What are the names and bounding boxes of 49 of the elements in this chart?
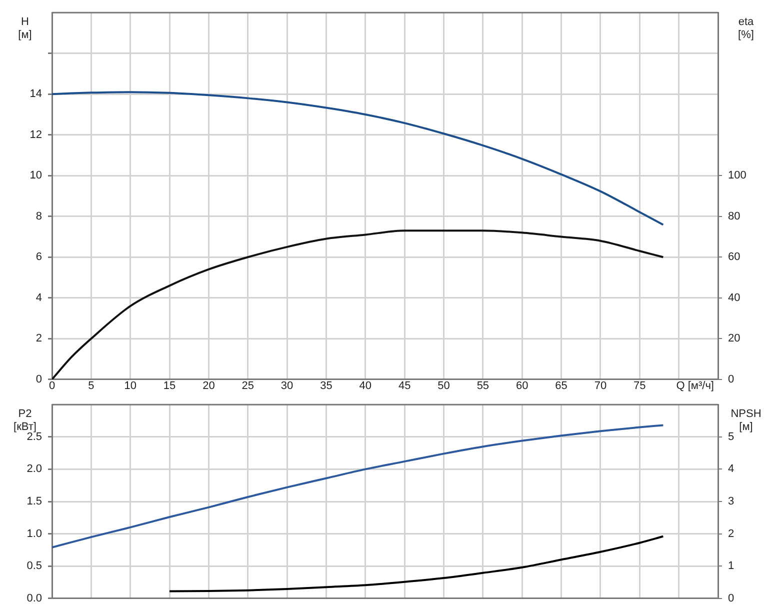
y-tick-label: 8 (36, 210, 42, 222)
y-tick-label: 2.0 (26, 463, 42, 476)
y-axis-title: P2 [кВт] (14, 408, 36, 434)
line-series (52, 91, 664, 226)
x-tick-label: 15 (163, 380, 176, 392)
y2-tick-label: 40 (728, 292, 740, 304)
x-tick-label: 65 (555, 380, 568, 392)
y-tick-label: 10 (30, 170, 42, 182)
y2-tick-label: 2 (728, 528, 734, 540)
x-tick-label: 75 (634, 380, 646, 392)
y-tick-label: 12 (30, 128, 42, 141)
x-tick-label: 35 (320, 380, 332, 392)
y-axis-title: H [м] (18, 16, 32, 42)
y-tick-label: 1.0 (26, 528, 42, 540)
line-series (52, 230, 664, 380)
y-tick-label: 1.5 (26, 496, 42, 508)
y2-tick-label: 80 (728, 210, 740, 222)
y-tick-label: 2.5 (26, 430, 42, 443)
y2-tick-label: 5 (728, 430, 734, 443)
line-series (168, 535, 664, 592)
y2-tick-label: 60 (728, 251, 740, 264)
x-tick-label: 0 (48, 380, 56, 392)
y-tick-label: 0.0 (26, 592, 42, 604)
x-tick-label: 20 (202, 380, 215, 392)
y2-tick-label: 1 (728, 560, 734, 572)
x-tick-label: 5 (88, 380, 94, 392)
x-tick-label: 40 (359, 380, 372, 392)
x-tick-label: 55 (476, 380, 490, 392)
x-tick-label: 50 (438, 380, 450, 392)
y2-axis-title: NPSH [м] (730, 408, 762, 434)
x-tick-label: 10 (124, 380, 136, 392)
y2-tick-label: 3 (728, 496, 734, 508)
y2-tick-label: 20 (728, 332, 740, 345)
y-tick-label: 4 (36, 292, 42, 304)
x-tick-label: 30 (280, 380, 294, 392)
y-tick-label: 0.5 (26, 560, 42, 572)
line-series (52, 424, 664, 548)
y-tick-label: 14 (30, 88, 42, 100)
y2-tick-label: 4 (728, 463, 734, 476)
x-axis-title: Q [м³/ч] (676, 380, 714, 392)
y-tick-label: 6 (36, 251, 42, 264)
x-tick-label: 70 (594, 380, 607, 392)
y2-axis-title: eta [%] (738, 16, 755, 42)
x-tick-label: 25 (242, 380, 254, 392)
y2-tick-label: 0 (728, 592, 734, 604)
y2-tick-label: 100 (728, 170, 746, 182)
x-tick-label: 45 (398, 380, 411, 392)
x-tick-label: 60 (516, 380, 528, 392)
y-tick-label: 2 (36, 332, 42, 345)
